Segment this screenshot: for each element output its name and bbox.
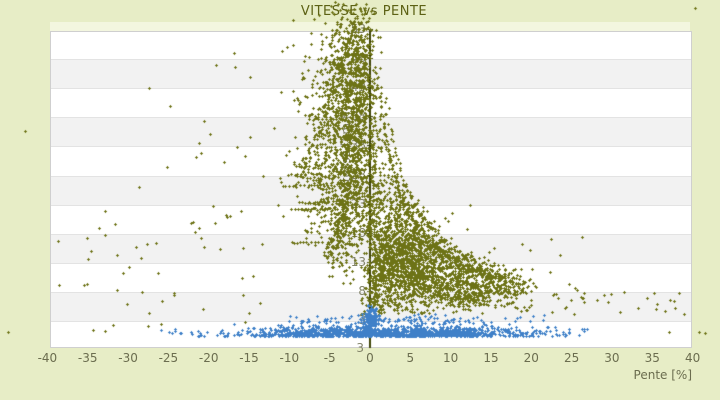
scatter-points-canvas (0, 0, 720, 400)
chart-window: VITESSE vs PENTE Vitesse [km/h] Pente [%… (0, 0, 720, 400)
